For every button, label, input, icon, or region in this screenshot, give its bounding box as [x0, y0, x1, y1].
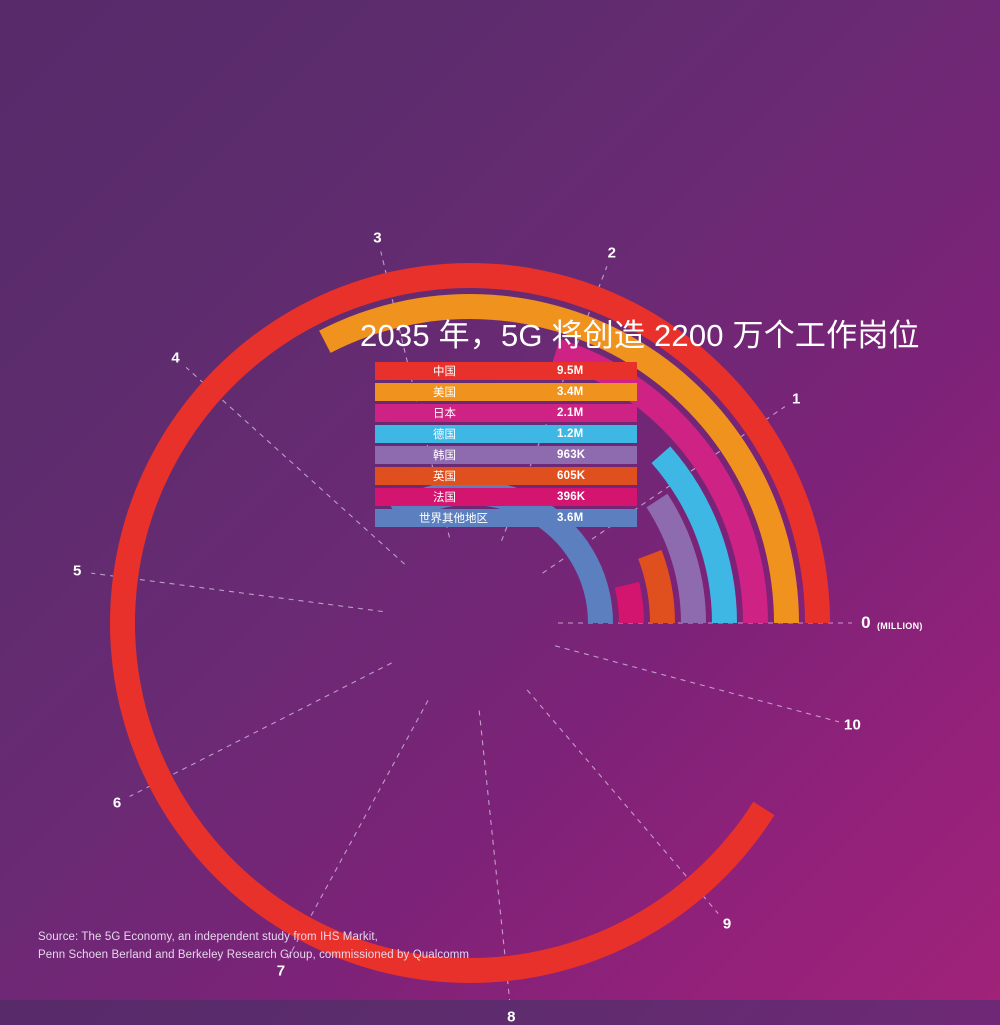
page-title: 2035 年，5G 将创造 2200 万个工作岗位	[360, 318, 920, 353]
legend-row-label: 德国	[433, 429, 456, 441]
legend-row: 世界其他地区 3.6M	[375, 509, 637, 527]
legend-row-label: 美国	[433, 387, 456, 399]
infographic-stage: 2035 年，5G 将创造 2200 万个工作岗位 中国 9.5M 美国 3.4M 日本…	[38, 229, 923, 1000]
radial-bar-segment	[651, 446, 737, 623]
gridline	[129, 662, 392, 797]
axis-tick-label: 10	[843, 716, 862, 734]
legend-row-value: 963K	[557, 449, 586, 461]
radial-bar-segment	[614, 581, 644, 623]
gridline	[542, 406, 786, 574]
axis-tick-label: 0	[861, 613, 871, 632]
source-line-1: Source: The 5G Economy, an independent s…	[38, 931, 378, 943]
legend-row-label: 法国	[433, 492, 456, 504]
axis-tick-label: 4	[171, 349, 181, 367]
legend-row-label: 日本	[433, 408, 456, 420]
legend-row: 韩国 963K	[375, 446, 637, 464]
legend-row: 英国 605K	[375, 467, 637, 485]
axis-tick-label: 3	[373, 229, 382, 247]
legend-row-label: 韩国	[433, 450, 456, 462]
legend-row-value: 396K	[557, 491, 586, 503]
axis-tick-label: 6	[112, 794, 122, 812]
source-note: Source: The 5G Economy, an independent s…	[38, 929, 469, 965]
axis-tick-label: 2	[607, 244, 617, 262]
source-line-2: Penn Schoen Berland and Berkeley Researc…	[38, 948, 470, 961]
axis-tick-label: 9	[722, 915, 732, 933]
legend-row: 法国 396K	[375, 488, 637, 506]
radial-bar-segment	[646, 493, 706, 623]
legend-row-value: 9.5M	[557, 365, 584, 377]
axis-tick-label: 8	[507, 1008, 516, 1025]
axis-tick-label: 1	[792, 390, 801, 408]
axis-tick-label: 7	[276, 962, 286, 980]
gridline	[380, 251, 450, 538]
legend-row: 日本 2.1M	[375, 404, 637, 422]
legend-row-value: 3.6M	[557, 512, 584, 524]
gridline	[554, 645, 840, 723]
legend-row: 中国 9.5M	[375, 362, 637, 380]
legend-row: 德国 1.2M	[375, 425, 637, 443]
radial-bar-segment	[638, 549, 675, 623]
gridline	[501, 266, 608, 542]
legend-row-value: 1.2M	[557, 428, 584, 440]
legend-row: 美国 3.4M	[375, 383, 637, 401]
radial-gridlines	[91, 251, 852, 1000]
gridline	[526, 689, 719, 914]
axis-unit-label: (MILLION)	[877, 621, 923, 631]
gridline	[478, 710, 511, 1000]
legend-row-value: 605K	[557, 470, 586, 482]
legend-row-label: 世界其他地区	[419, 513, 488, 525]
legend-row-label: 英国	[433, 471, 456, 483]
legend-row-value: 2.1M	[557, 407, 584, 419]
axis-tick-label: 5	[73, 562, 82, 580]
legend-row-value: 3.4M	[557, 386, 584, 398]
radial-bar-segment	[319, 294, 799, 623]
legend: 中国 9.5M 美国 3.4M 日本 2.1M 德国 1.2M 韩国 963K 英国 605K 法国 39…	[375, 362, 637, 530]
legend-row-label: 中国	[433, 366, 456, 378]
